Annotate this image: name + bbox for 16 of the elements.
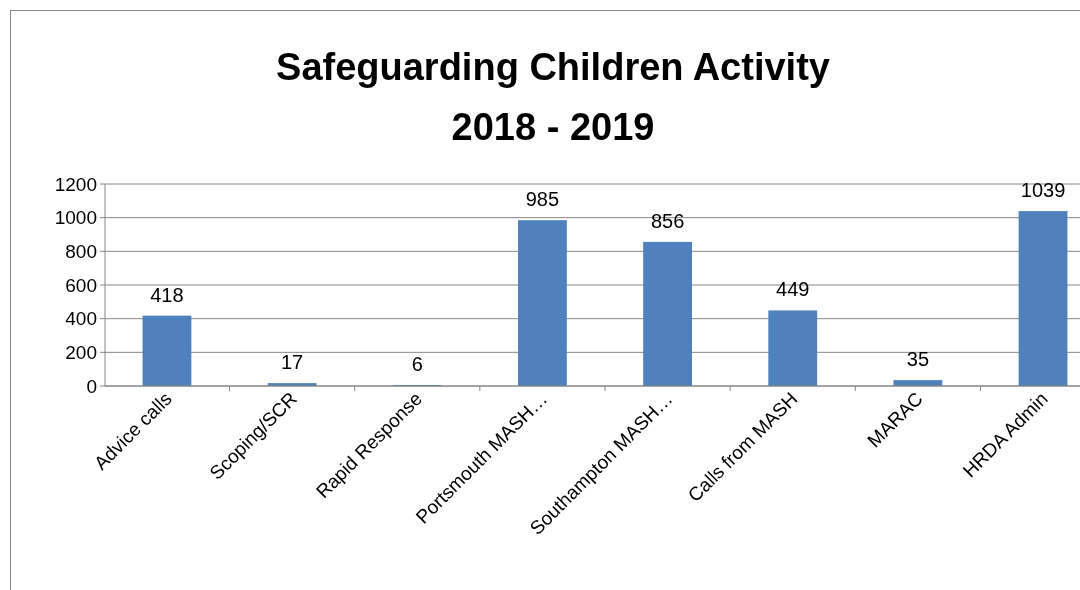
data-label: 35 bbox=[906, 348, 930, 371]
data-label: 985 bbox=[525, 188, 560, 211]
y-tick-label: 0 bbox=[86, 375, 97, 397]
data-label: 6 bbox=[411, 352, 423, 375]
y-tick-label: 1000 bbox=[54, 207, 97, 229]
data-label: 1039 bbox=[1020, 179, 1066, 202]
data-label: 17 bbox=[280, 351, 304, 374]
y-tick-label: 600 bbox=[65, 274, 97, 296]
data-label: 449 bbox=[776, 278, 810, 301]
y-tick-label: 800 bbox=[65, 240, 97, 262]
data-label: 418 bbox=[150, 283, 184, 306]
chart-title: Safeguarding Children Activity 2018 - 2019 bbox=[276, 46, 830, 148]
y-tick-label: 400 bbox=[65, 308, 97, 330]
y-tick-label: 200 bbox=[65, 341, 97, 363]
y-tick-label: 1200 bbox=[54, 173, 97, 195]
data-label: 856 bbox=[650, 209, 685, 232]
